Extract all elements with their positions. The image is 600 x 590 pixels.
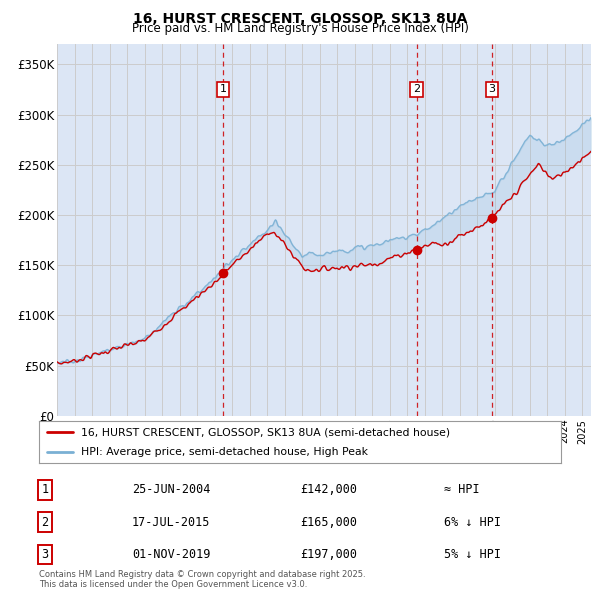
Text: £165,000: £165,000 — [300, 516, 357, 529]
Text: ≈ HPI: ≈ HPI — [444, 483, 479, 496]
Text: 16, HURST CRESCENT, GLOSSOP, SK13 8UA (semi-detached house): 16, HURST CRESCENT, GLOSSOP, SK13 8UA (s… — [81, 427, 450, 437]
Text: 17-JUL-2015: 17-JUL-2015 — [132, 516, 211, 529]
Text: 16, HURST CRESCENT, GLOSSOP, SK13 8UA: 16, HURST CRESCENT, GLOSSOP, SK13 8UA — [133, 12, 467, 26]
Text: 1: 1 — [220, 84, 227, 94]
Text: £197,000: £197,000 — [300, 548, 357, 561]
Text: 3: 3 — [41, 548, 49, 561]
Text: 25-JUN-2004: 25-JUN-2004 — [132, 483, 211, 496]
Text: HPI: Average price, semi-detached house, High Peak: HPI: Average price, semi-detached house,… — [81, 447, 368, 457]
Text: 2: 2 — [41, 516, 49, 529]
Text: 01-NOV-2019: 01-NOV-2019 — [132, 548, 211, 561]
Text: Price paid vs. HM Land Registry's House Price Index (HPI): Price paid vs. HM Land Registry's House … — [131, 22, 469, 35]
Text: 5% ↓ HPI: 5% ↓ HPI — [444, 548, 501, 561]
Text: 6% ↓ HPI: 6% ↓ HPI — [444, 516, 501, 529]
Text: 1: 1 — [41, 483, 49, 496]
Text: 2: 2 — [413, 84, 420, 94]
Text: Contains HM Land Registry data © Crown copyright and database right 2025.
This d: Contains HM Land Registry data © Crown c… — [39, 570, 365, 589]
Text: 3: 3 — [488, 84, 496, 94]
Text: £142,000: £142,000 — [300, 483, 357, 496]
